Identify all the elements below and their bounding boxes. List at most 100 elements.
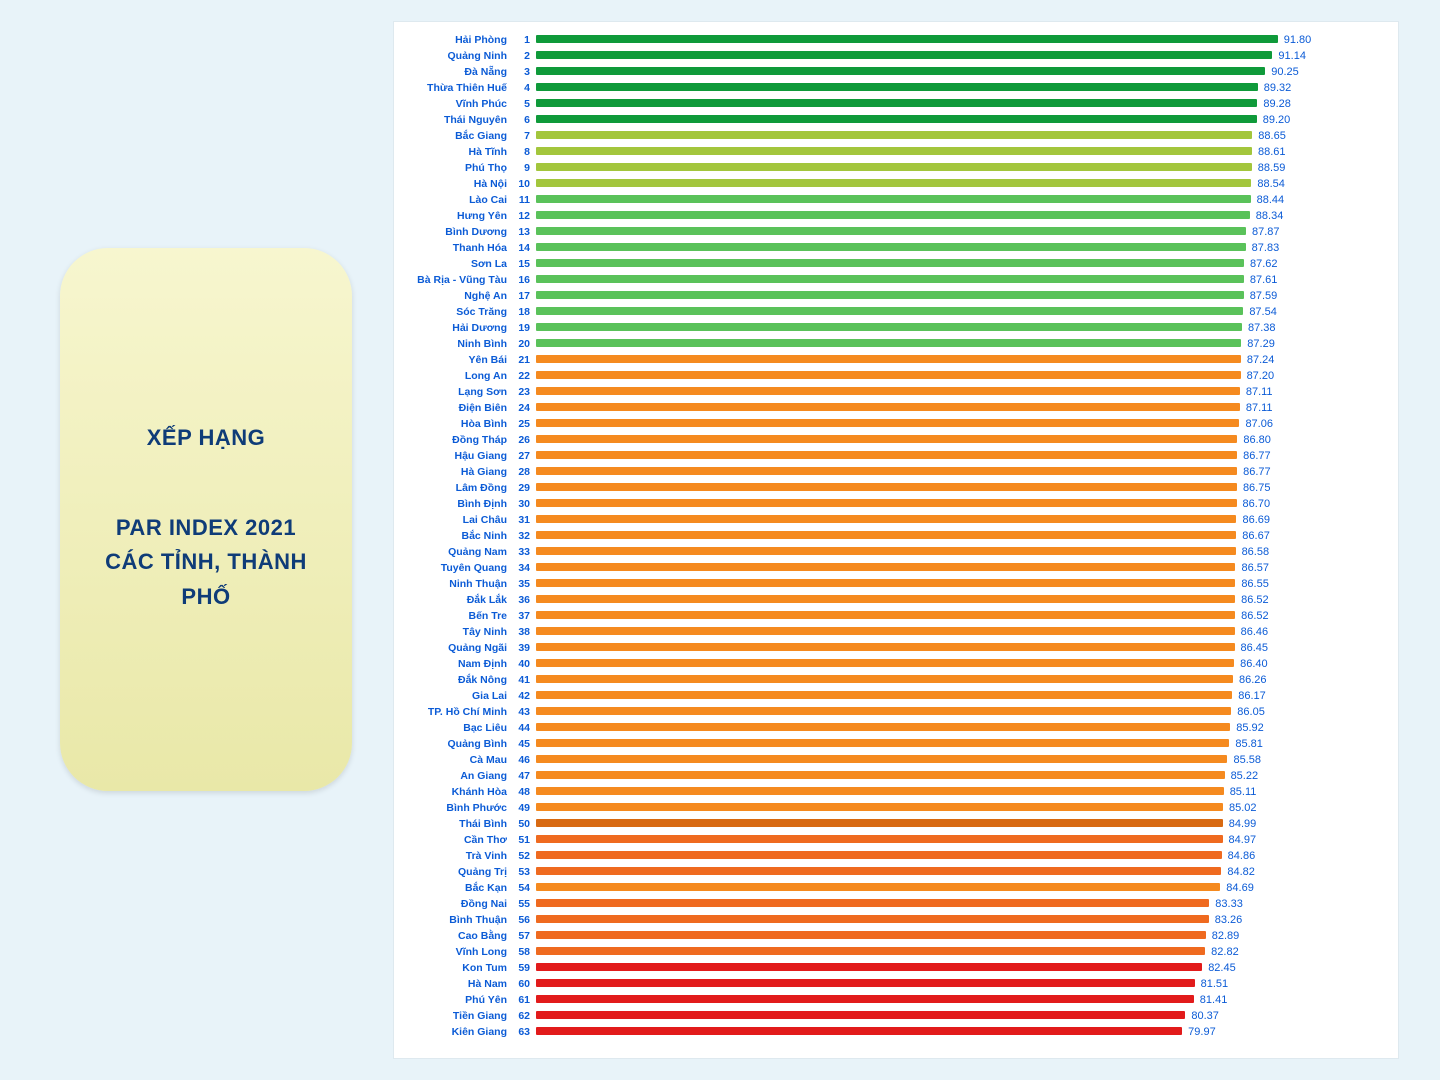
row-rank: 46	[512, 752, 530, 768]
table-row: Vĩnh Long5882.82	[394, 944, 1390, 960]
row-value: 87.62	[1250, 256, 1278, 272]
row-rank: 17	[512, 288, 530, 304]
row-value: 88.54	[1257, 176, 1285, 192]
table-row: Bắc Kạn5484.69	[394, 880, 1390, 896]
bar	[536, 355, 1241, 363]
row-value: 85.58	[1233, 752, 1261, 768]
bar	[536, 755, 1227, 763]
row-rank: 7	[512, 128, 530, 144]
bar	[536, 787, 1224, 795]
row-value: 91.80	[1284, 32, 1312, 48]
table-row: Quảng Trị5384.82	[394, 864, 1390, 880]
row-value: 82.45	[1208, 960, 1236, 976]
bar	[536, 947, 1205, 955]
bar	[536, 995, 1194, 1003]
row-rank: 48	[512, 784, 530, 800]
table-row: Bến Tre3786.52	[394, 608, 1390, 624]
row-label: Hà Tĩnh	[394, 144, 507, 160]
row-label: Quảng Bình	[394, 736, 507, 752]
row-value: 79.97	[1188, 1024, 1216, 1040]
row-value: 84.99	[1229, 816, 1257, 832]
bar	[536, 371, 1241, 379]
row-rank: 50	[512, 816, 530, 832]
row-value: 87.20	[1247, 368, 1275, 384]
row-rank: 34	[512, 560, 530, 576]
table-row: Yên Bái2187.24	[394, 352, 1390, 368]
bar	[536, 179, 1251, 187]
row-rank: 5	[512, 96, 530, 112]
row-value: 86.52	[1241, 608, 1269, 624]
row-label: Bình Dương	[394, 224, 507, 240]
row-value: 89.20	[1263, 112, 1291, 128]
bar	[536, 643, 1235, 651]
row-value: 86.77	[1243, 448, 1271, 464]
row-label: Long An	[394, 368, 507, 384]
row-rank: 33	[512, 544, 530, 560]
table-row: Kon Tum5982.45	[394, 960, 1390, 976]
row-label: Nghệ An	[394, 288, 507, 304]
bar	[536, 547, 1236, 555]
bar	[536, 115, 1257, 123]
table-row: Thái Bình5084.99	[394, 816, 1390, 832]
row-value: 86.40	[1240, 656, 1268, 672]
table-row: Tây Ninh3886.46	[394, 624, 1390, 640]
bar	[536, 211, 1250, 219]
row-rank: 22	[512, 368, 530, 384]
table-row: Vĩnh Phúc589.28	[394, 96, 1390, 112]
bar	[536, 243, 1246, 251]
bar	[536, 99, 1257, 107]
row-rank: 29	[512, 480, 530, 496]
bar	[536, 659, 1234, 667]
row-label: Đồng Tháp	[394, 432, 507, 448]
row-rank: 53	[512, 864, 530, 880]
row-label: Điện Biên	[394, 400, 507, 416]
row-value: 80.37	[1191, 1008, 1219, 1024]
table-row: Gia Lai4286.17	[394, 688, 1390, 704]
row-value: 90.25	[1271, 64, 1299, 80]
row-rank: 62	[512, 1008, 530, 1024]
row-value: 87.11	[1246, 384, 1273, 400]
table-row: Hà Tĩnh888.61	[394, 144, 1390, 160]
row-rank: 35	[512, 576, 530, 592]
bar-chart: Hải Phòng191.80Quảng Ninh291.14Đà Nẵng39…	[394, 32, 1390, 1048]
table-row: Long An 22 87.20	[394, 368, 1390, 384]
row-label: Ninh Bình	[394, 336, 507, 352]
table-row: Bình Phước4985.02	[394, 800, 1390, 816]
row-rank: 18	[512, 304, 530, 320]
row-rank: 26	[512, 432, 530, 448]
row-value: 83.33	[1215, 896, 1243, 912]
bar	[536, 579, 1235, 587]
table-row: An Giang4785.22	[394, 768, 1390, 784]
row-rank: 63	[512, 1024, 530, 1040]
bar	[536, 915, 1209, 923]
row-value: 85.81	[1235, 736, 1263, 752]
row-rank: 44	[512, 720, 530, 736]
table-row: Hà Nội1088.54	[394, 176, 1390, 192]
row-rank: 20	[512, 336, 530, 352]
row-label: Hải Dương	[394, 320, 507, 336]
bar	[536, 691, 1232, 699]
title-line-2: PAR INDEX 2021CÁC TỈNH, THÀNH PHỐ	[78, 511, 334, 613]
row-rank: 52	[512, 848, 530, 864]
table-row: Đồng Tháp2686.80	[394, 432, 1390, 448]
table-row: Đắk Lắk3686.52	[394, 592, 1390, 608]
row-label: Ninh Thuận	[394, 576, 507, 592]
row-label: Thừa Thiên Huế	[394, 80, 507, 96]
row-value: 82.89	[1212, 928, 1240, 944]
row-rank: 42	[512, 688, 530, 704]
row-rank: 37	[512, 608, 530, 624]
row-label: Cà Mau	[394, 752, 507, 768]
row-value: 85.22	[1231, 768, 1259, 784]
row-rank: 56	[512, 912, 530, 928]
row-label: Vĩnh Long	[394, 944, 507, 960]
row-label: Vĩnh Phúc	[394, 96, 507, 112]
row-label: Hậu Giang	[394, 448, 507, 464]
row-value: 88.65	[1258, 128, 1286, 144]
row-rank: 2	[512, 48, 530, 64]
row-label: Trà Vinh	[394, 848, 507, 864]
table-row: Ninh Thuận3586.55	[394, 576, 1390, 592]
row-value: 89.32	[1264, 80, 1292, 96]
row-label: Hà Nam	[394, 976, 507, 992]
row-label: Đà Nẵng	[394, 64, 507, 80]
row-value: 86.05	[1237, 704, 1265, 720]
